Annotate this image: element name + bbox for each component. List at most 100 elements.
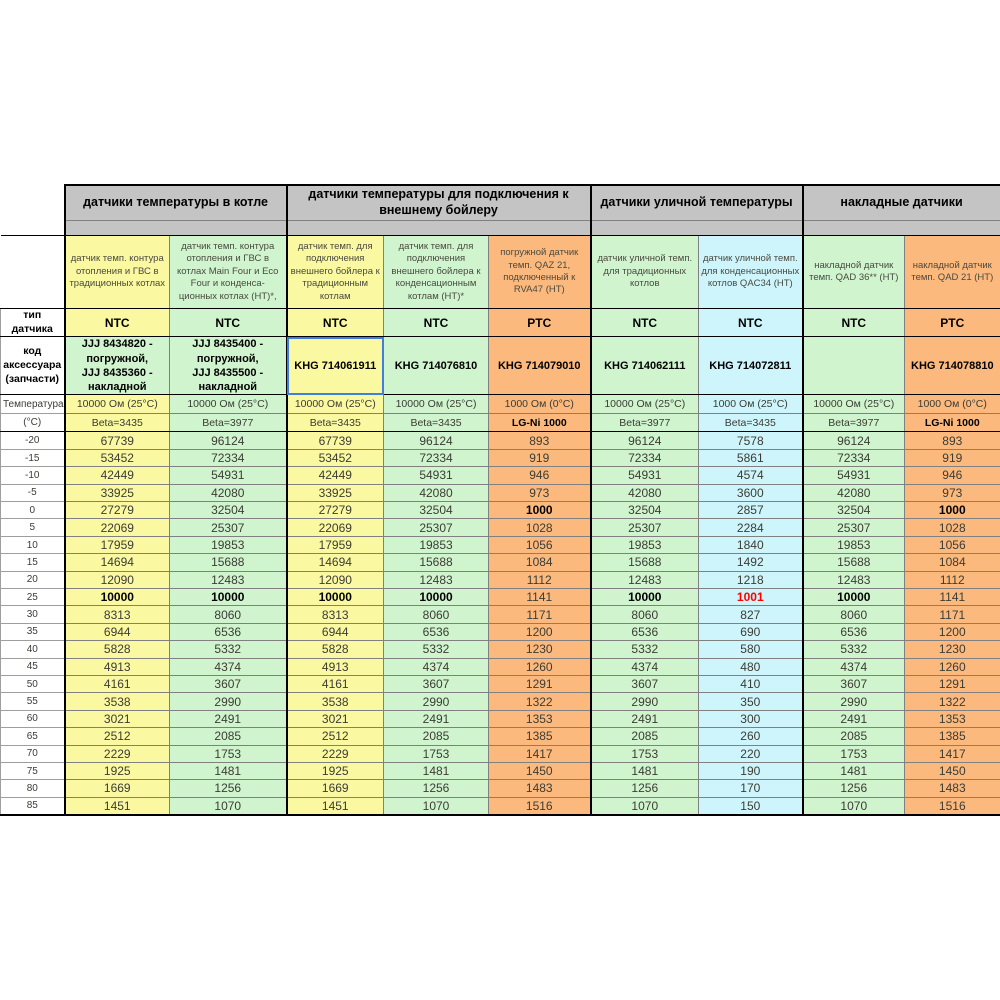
resistance-value-cell[interactable]: 1171 xyxy=(904,605,1000,624)
resistance-value-cell[interactable]: 1353 xyxy=(904,709,1000,729)
resistance-value-cell[interactable]: 6536 xyxy=(169,622,288,642)
resistance-value-cell[interactable]: 1753 xyxy=(383,744,489,763)
resistance-value-cell[interactable]: 72334 xyxy=(169,448,288,468)
resistance-value-cell[interactable]: 973 xyxy=(904,483,1000,503)
resistance-value-cell[interactable]: 12483 xyxy=(802,570,906,589)
resistance-value-cell[interactable]: 17959 xyxy=(286,535,384,555)
resistance-value-cell[interactable]: 893 xyxy=(487,431,592,450)
temperature-label[interactable]: 40 xyxy=(0,640,65,659)
resistance-value-cell[interactable]: 14694 xyxy=(286,553,384,572)
resistance-value-cell[interactable]: 12483 xyxy=(169,570,288,589)
resistance-value-cell[interactable]: 220 xyxy=(698,744,804,763)
resistance-value-cell[interactable]: 1112 xyxy=(487,570,592,589)
resistance-value-cell[interactable]: 96124 xyxy=(169,431,288,450)
column-description[interactable]: датчик темп. контура отопления и ГВС в т… xyxy=(63,235,170,309)
temperature-label[interactable]: 15 xyxy=(0,553,65,572)
resistance-value-cell[interactable]: 1028 xyxy=(487,518,592,537)
resistance-value-cell[interactable]: 2512 xyxy=(286,727,384,746)
column-description[interactable]: накладной датчик темп. QAD 21 (НТ) xyxy=(904,235,1000,309)
temperature-label[interactable]: 20 xyxy=(0,570,65,589)
resistance-value-cell[interactable]: 1451 xyxy=(63,796,170,817)
resistance-value-cell[interactable]: 42080 xyxy=(169,483,288,503)
resistance-value-cell[interactable]: 1084 xyxy=(487,553,592,572)
resistance-value-cell[interactable]: 6944 xyxy=(286,622,384,642)
beta-cell[interactable]: Beta=3977 xyxy=(590,413,700,433)
resistance-value-cell[interactable]: 1322 xyxy=(904,692,1000,711)
resistance-value-cell[interactable]: 1070 xyxy=(802,796,906,817)
resistance-value-cell[interactable]: 3600 xyxy=(698,483,804,503)
resistance-value-cell[interactable]: 32504 xyxy=(383,501,489,520)
temperature-label[interactable]: 25 xyxy=(0,587,65,607)
resistance-value-cell[interactable]: 72334 xyxy=(590,448,700,468)
resistance-value-cell[interactable]: 25307 xyxy=(169,518,288,537)
resistance-value-cell[interactable]: 1669 xyxy=(286,779,384,798)
resistance-value-cell[interactable]: 33925 xyxy=(286,483,384,503)
column-description[interactable]: датчик темп. для подключения внешнего бо… xyxy=(286,235,384,309)
resistance-value-cell[interactable]: 1256 xyxy=(802,779,906,798)
column-description[interactable]: погружной датчик темп. QAZ 21, подключен… xyxy=(487,235,592,309)
resistance-value-cell[interactable]: 1481 xyxy=(383,761,489,781)
resistance-value-cell[interactable]: 1417 xyxy=(904,744,1000,763)
resistance-value-cell[interactable]: 150 xyxy=(698,796,804,817)
resistance-value-cell[interactable]: 3021 xyxy=(63,709,170,729)
resistance-value-cell[interactable]: 17959 xyxy=(63,535,170,555)
resistance-value-cell[interactable]: 1291 xyxy=(904,674,1000,694)
resistance-value-cell[interactable]: 6536 xyxy=(383,622,489,642)
resistance-value-cell[interactable]: 10000 xyxy=(63,587,170,607)
resistance-value-cell[interactable]: 1451 xyxy=(286,796,384,817)
resistance-value-cell[interactable]: 6536 xyxy=(802,622,906,642)
resistance-value-cell[interactable]: 15688 xyxy=(383,553,489,572)
resistance-value-cell[interactable]: 42080 xyxy=(383,483,489,503)
resistance-value-cell[interactable]: 54931 xyxy=(169,466,288,485)
resistance-value-cell[interactable]: 12483 xyxy=(590,570,700,589)
resistance-value-cell[interactable]: 2085 xyxy=(802,727,906,746)
resistance-cell[interactable]: 1000 Ом (0°C) xyxy=(904,394,1000,415)
resistance-value-cell[interactable]: 300 xyxy=(698,709,804,729)
temperature-label[interactable]: 85 xyxy=(0,796,65,817)
column-description[interactable]: накладной датчик темп. QAD 36** (НТ) xyxy=(802,235,906,309)
resistance-value-cell[interactable]: 1112 xyxy=(904,570,1000,589)
resistance-value-cell[interactable]: 2491 xyxy=(169,709,288,729)
resistance-value-cell[interactable]: 1260 xyxy=(487,657,592,676)
resistance-value-cell[interactable]: 2284 xyxy=(698,518,804,537)
resistance-value-cell[interactable]: 3607 xyxy=(383,674,489,694)
resistance-value-cell[interactable]: 1230 xyxy=(904,640,1000,659)
resistance-value-cell[interactable]: 260 xyxy=(698,727,804,746)
resistance-value-cell[interactable]: 1481 xyxy=(590,761,700,781)
resistance-value-cell[interactable]: 25307 xyxy=(383,518,489,537)
beta-cell[interactable]: Beta=3435 xyxy=(63,413,170,433)
resistance-value-cell[interactable]: 2491 xyxy=(383,709,489,729)
temperature-label[interactable]: 50 xyxy=(0,674,65,694)
resistance-cell[interactable]: 1000 Ом (0°C) xyxy=(487,394,592,415)
resistance-value-cell[interactable]: 1516 xyxy=(487,796,592,817)
resistance-value-cell[interactable]: 54931 xyxy=(802,466,906,485)
sensor-type-cell[interactable]: NTC xyxy=(802,307,906,338)
temperature-label[interactable]: 65 xyxy=(0,727,65,746)
resistance-value-cell[interactable]: 1516 xyxy=(904,796,1000,817)
resistance-value-cell[interactable]: 19853 xyxy=(802,535,906,555)
resistance-value-cell[interactable]: 350 xyxy=(698,692,804,711)
temperature-label[interactable]: 10 xyxy=(0,535,65,555)
resistance-cell[interactable]: 10000 Ом (25°C) xyxy=(169,394,288,415)
resistance-value-cell[interactable]: 690 xyxy=(698,622,804,642)
resistance-value-cell[interactable]: 19853 xyxy=(590,535,700,555)
resistance-value-cell[interactable]: 72334 xyxy=(383,448,489,468)
resistance-value-cell[interactable]: 1669 xyxy=(63,779,170,798)
temperature-label[interactable]: 80 xyxy=(0,779,65,798)
resistance-value-cell[interactable]: 42449 xyxy=(286,466,384,485)
resistance-cell[interactable]: 1000 Ом (25°C) xyxy=(698,394,804,415)
resistance-value-cell[interactable]: 27279 xyxy=(63,501,170,520)
resistance-value-cell[interactable]: 3607 xyxy=(169,674,288,694)
resistance-value-cell[interactable]: 67739 xyxy=(286,431,384,450)
resistance-value-cell[interactable]: 8060 xyxy=(590,605,700,624)
resistance-value-cell[interactable]: 1753 xyxy=(802,744,906,763)
resistance-value-cell[interactable]: 12483 xyxy=(383,570,489,589)
beta-cell[interactable]: Beta=3435 xyxy=(286,413,384,433)
sensor-type-cell[interactable]: NTC xyxy=(698,307,804,338)
resistance-value-cell[interactable]: 1925 xyxy=(63,761,170,781)
resistance-value-cell[interactable]: 4161 xyxy=(63,674,170,694)
accessory-code-cell[interactable]: JJJ 8434820 - погружной, JJJ 8435360 - н… xyxy=(63,336,170,396)
resistance-value-cell[interactable]: 4374 xyxy=(383,657,489,676)
resistance-value-cell[interactable]: 973 xyxy=(487,483,592,503)
resistance-value-cell[interactable]: 32504 xyxy=(590,501,700,520)
